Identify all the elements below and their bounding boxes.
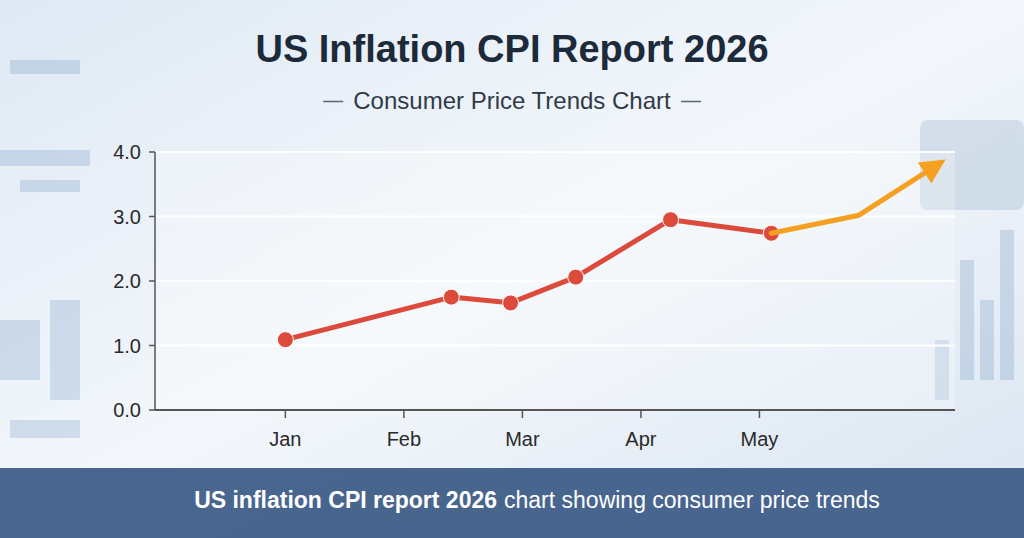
cpi-point xyxy=(277,332,293,348)
x-axis xyxy=(155,409,955,411)
caption-bold: US inflation CPI report 2026 xyxy=(194,487,497,513)
x-tick-label: Apr xyxy=(625,428,656,450)
y-tick-label: 3.0 xyxy=(113,206,141,228)
x-tick-label: Feb xyxy=(387,428,421,450)
background xyxy=(0,0,1024,538)
decor-bar xyxy=(0,150,90,166)
x-tick xyxy=(522,410,524,418)
cpi-point xyxy=(443,289,459,305)
x-tick xyxy=(640,410,642,418)
decor-bar xyxy=(960,260,974,380)
plot-area xyxy=(155,152,955,410)
x-tick xyxy=(403,410,405,418)
decor-bar xyxy=(1000,230,1014,380)
caption: US inflation CPI report 2026 chart showin… xyxy=(194,487,880,513)
chart: US Inflation CPI Report 2026 Consumer Pri… xyxy=(0,0,1024,538)
cpi-line xyxy=(285,220,771,340)
title: US Inflation CPI Report 2026 xyxy=(255,28,768,70)
y-tick xyxy=(149,345,155,347)
y-tick-label: 1.0 xyxy=(113,335,141,357)
trend-arrow xyxy=(771,165,937,233)
grid-line xyxy=(155,409,955,411)
x-tick xyxy=(759,410,761,418)
x-tick-label: Mar xyxy=(505,428,540,450)
caption-text: chart showing consumer price trends xyxy=(504,487,880,513)
grid-line xyxy=(155,345,955,347)
x-tick xyxy=(285,410,287,418)
y-tick xyxy=(149,151,155,153)
decor-bar xyxy=(980,300,994,380)
cpi-point xyxy=(663,212,679,228)
y-axis xyxy=(154,152,156,410)
grid-line xyxy=(155,151,955,153)
decor-bar xyxy=(10,420,80,438)
decor-bar xyxy=(0,320,40,380)
decor-bar xyxy=(10,60,80,74)
grid-line xyxy=(155,280,955,282)
caption-banner xyxy=(0,468,1024,538)
y-tick xyxy=(149,216,155,218)
y-tick-label: 4.0 xyxy=(113,141,141,163)
cpi-point xyxy=(568,269,584,285)
decor-bar xyxy=(20,180,80,192)
cpi-point xyxy=(503,295,519,311)
grid-line xyxy=(155,216,955,218)
subtitle-rule xyxy=(681,101,701,103)
y-tick xyxy=(149,409,155,411)
x-tick-label: Jan xyxy=(269,428,301,450)
y-tick xyxy=(149,280,155,282)
subtitle: Consumer Price Trends Chart xyxy=(353,87,671,114)
plot-marks xyxy=(277,165,937,348)
y-tick-label: 0.0 xyxy=(113,399,141,421)
axes: 0.0 1.0 2.0 3.0 4.0 Jan Feb Mar Apr May xyxy=(113,141,955,450)
decor-bar xyxy=(50,300,80,400)
x-tick-label: May xyxy=(741,428,779,450)
y-tick-label: 2.0 xyxy=(113,270,141,292)
subtitle-rule xyxy=(323,101,343,103)
decoration xyxy=(0,60,1024,438)
